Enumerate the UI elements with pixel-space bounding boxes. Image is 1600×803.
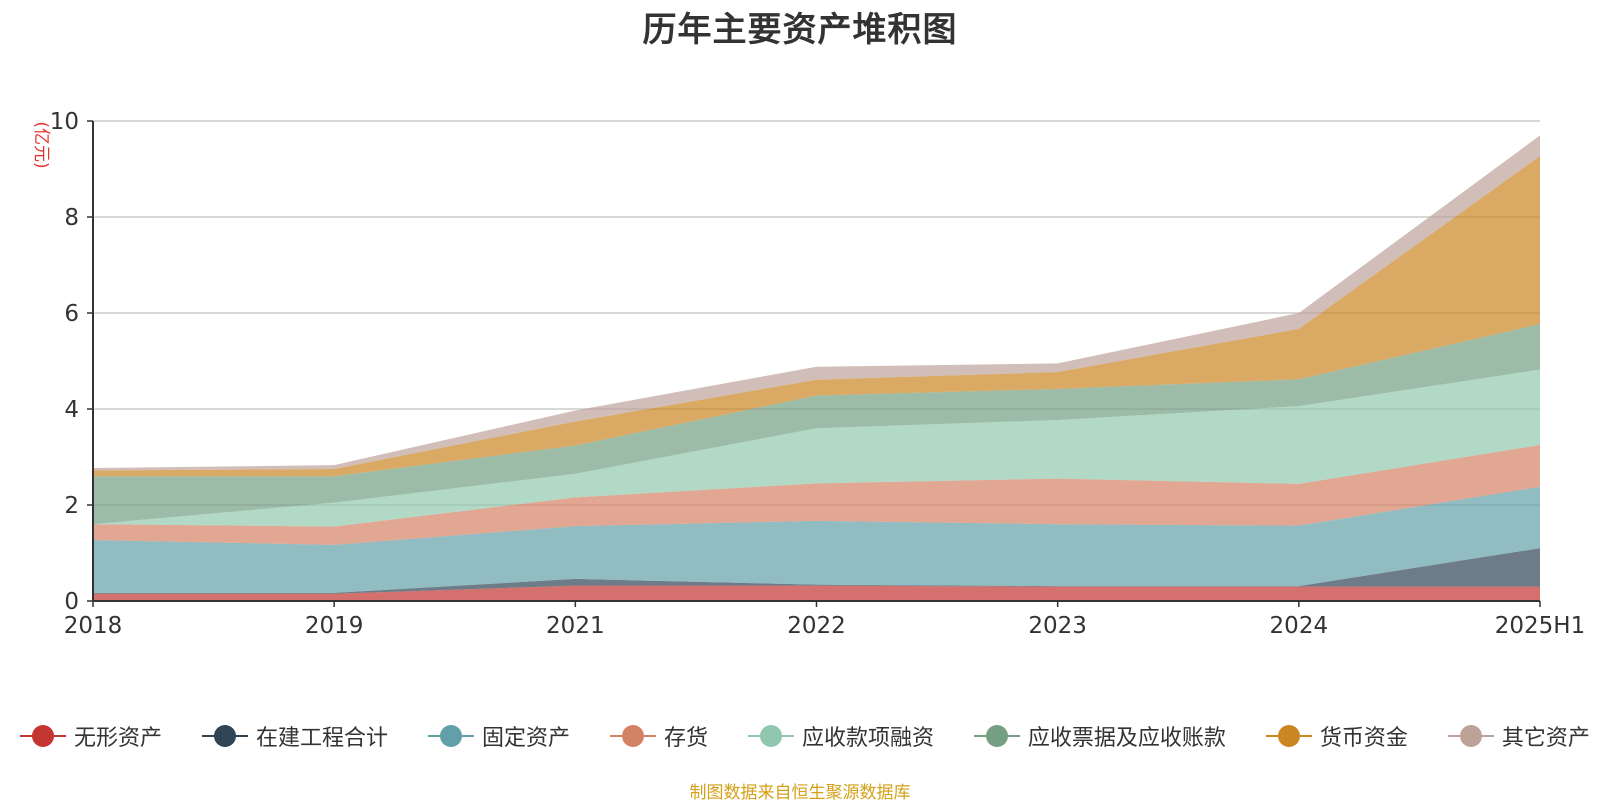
y-tick-label: 2: [64, 493, 79, 519]
legend-marker-icon: [747, 724, 794, 748]
stacked-area-chart: 0 2 4 6 8 10 2018 2019 2021 2022 2023 2024 2025H1 (亿…: [31, 109, 1586, 639]
legend-item-3[interactable]: 存货: [609, 720, 708, 752]
source-note: 制图数据来自恒生聚源数据库: [689, 783, 911, 803]
area-series-5: [93, 324, 1540, 525]
legend-item-5[interactable]: 应收票据及应收账款: [973, 720, 1226, 752]
area-series-3: [93, 445, 1540, 545]
y-tick-label: 4: [64, 397, 79, 423]
legend-marker-icon: [20, 724, 66, 748]
x-tick-label: 2023: [1028, 613, 1087, 639]
area-series-4: [93, 369, 1540, 527]
legend-label: 固定资产: [481, 726, 570, 751]
legend-label: 存货: [663, 726, 708, 751]
axes: 0 2 4 6 8 10 2018 2019 2021 2022 2023 2024 2025H1: [50, 109, 1586, 639]
legend-label: 无形资产: [74, 726, 163, 751]
legend: 无形资产 在建工程合计 固定资产 存货 应收款项融资 应收票据及应收账款 货币资金 其它资产: [20, 718, 1590, 754]
x-tick-label: 2025H1: [1495, 613, 1585, 639]
chart-title: 历年主要资产堆积图: [642, 10, 958, 50]
y-tick-label: 6: [64, 301, 79, 327]
legend-marker-icon: [427, 724, 474, 748]
y-tick-label: 0: [64, 589, 79, 615]
area-series-2: [93, 486, 1540, 593]
x-tick-label: 2019: [305, 613, 364, 639]
area-layer: [93, 135, 1540, 601]
legend-label: 货币资金: [1319, 726, 1408, 751]
legend-marker-icon: [201, 724, 248, 748]
legend-item-0[interactable]: 无形资产: [20, 720, 162, 752]
legend-marker-icon: [973, 724, 1020, 748]
x-tick-label: 2022: [787, 613, 846, 639]
legend-marker-icon: [609, 724, 656, 748]
x-tick-label: 2024: [1270, 613, 1329, 639]
legend-item-6[interactable]: 货币资金: [1265, 720, 1408, 752]
legend-item-2[interactable]: 固定资产: [427, 720, 570, 752]
legend-label: 其它资产: [1501, 726, 1590, 751]
legend-item-7[interactable]: 其它资产: [1447, 720, 1590, 752]
y-axis-label: (亿元): [31, 121, 51, 168]
legend-marker-icon: [1265, 724, 1312, 748]
x-tick-label: 2021: [546, 613, 605, 639]
y-tick-label: 8: [64, 205, 79, 231]
legend-label: 应收款项融资: [801, 726, 934, 751]
legend-marker-icon: [1447, 724, 1494, 748]
legend-label: 应收票据及应收账款: [1027, 726, 1226, 751]
legend-label: 在建工程合计: [255, 726, 388, 751]
x-tick-label: 2018: [64, 613, 123, 639]
legend-item-4[interactable]: 应收款项融资: [747, 720, 934, 752]
area-series-0: [93, 585, 1540, 601]
legend-item-1[interactable]: 在建工程合计: [201, 720, 388, 752]
y-tick-label: 10: [50, 109, 79, 135]
